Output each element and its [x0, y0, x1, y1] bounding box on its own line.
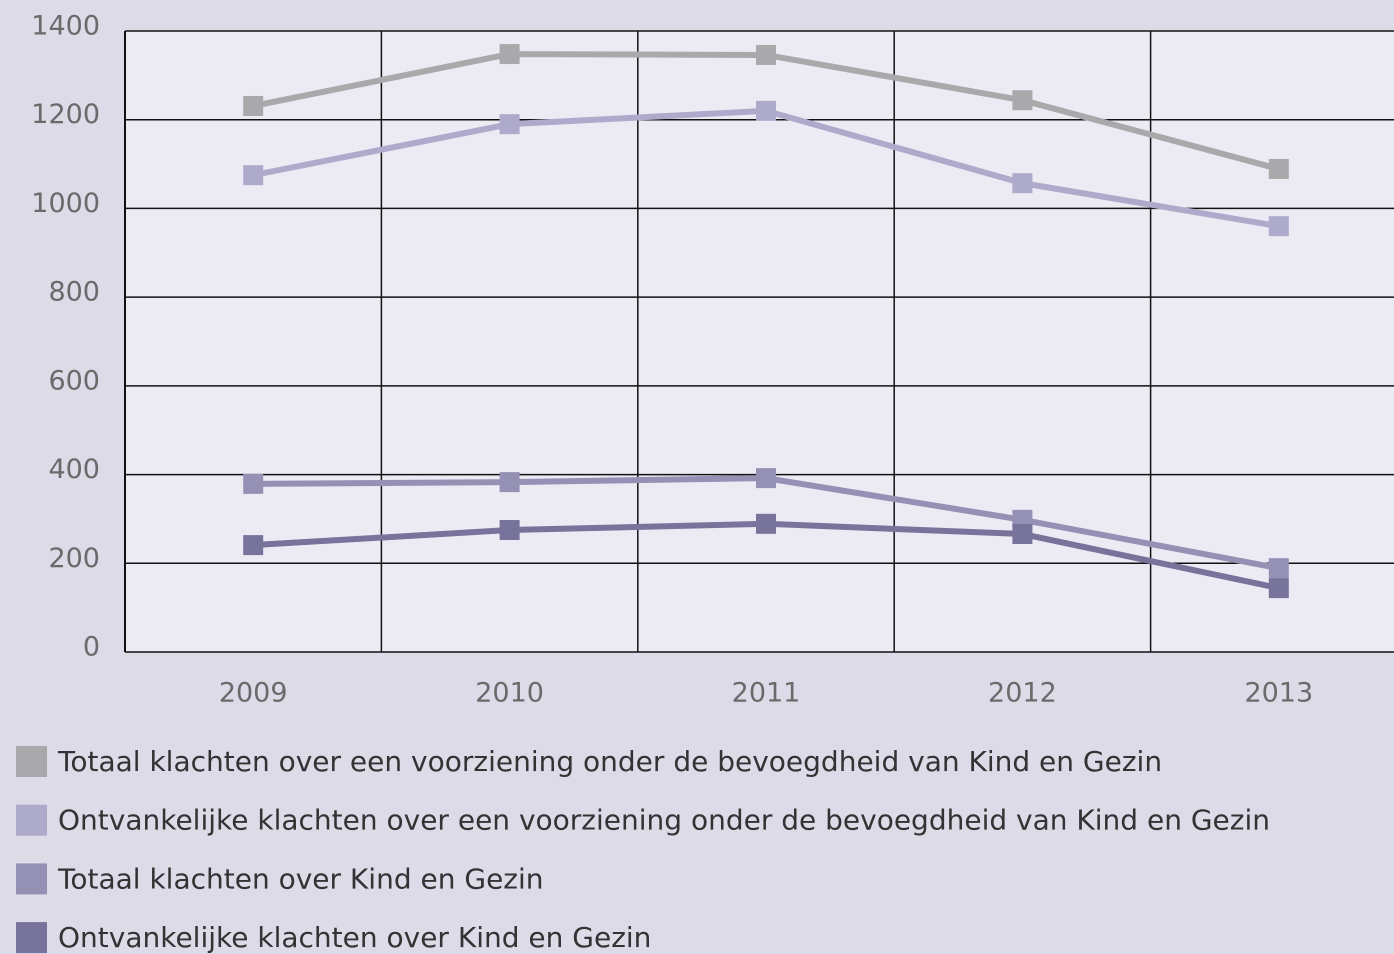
- point-marker: [499, 520, 520, 541]
- x-tick-label: 2009: [219, 678, 288, 709]
- y-tick-label: 1000: [31, 188, 100, 219]
- y-tick-label: 400: [48, 454, 100, 485]
- y-tick-label: 1400: [31, 11, 100, 42]
- point-marker: [756, 44, 776, 65]
- point-marker: [1268, 578, 1289, 599]
- point-marker: [1268, 216, 1289, 237]
- point-marker: [243, 535, 264, 556]
- point-marker: [1268, 158, 1289, 179]
- legend-label: Totaal klachten over Kind en Gezin: [57, 862, 544, 895]
- point-marker: [1012, 90, 1033, 111]
- point-marker: [756, 513, 776, 534]
- legend-label: Ontvankelijke klachten over een voorzien…: [58, 804, 1270, 837]
- point-marker: [499, 114, 520, 135]
- x-tick-label: 2012: [988, 678, 1057, 709]
- legend-swatch: [16, 804, 47, 836]
- y-tick-label: 600: [48, 365, 100, 396]
- legend-swatch: [16, 922, 47, 954]
- point-marker: [1012, 524, 1033, 545]
- plot-area: [125, 31, 1394, 652]
- point-marker: [243, 473, 264, 494]
- point-marker: [499, 44, 520, 65]
- y-tick-label: 0: [83, 632, 100, 663]
- point-marker: [243, 165, 264, 186]
- legend-label: Ontvankelijke klachten over Kind en Gezi…: [58, 921, 651, 954]
- point-marker: [1268, 558, 1289, 579]
- legend-swatch: [16, 863, 47, 895]
- legend-label: Totaal klachten over een voorziening ond…: [57, 745, 1162, 778]
- y-tick-label: 800: [48, 277, 100, 308]
- x-tick-label: 2010: [475, 678, 544, 709]
- x-tick-label: 2013: [1244, 678, 1313, 709]
- x-tick-label: 2011: [732, 678, 801, 709]
- point-marker: [756, 468, 776, 489]
- legend-swatch: [16, 746, 47, 777]
- point-marker: [756, 100, 776, 121]
- point-marker: [499, 472, 520, 493]
- point-marker: [1012, 173, 1033, 194]
- y-tick-label: 200: [48, 543, 100, 574]
- point-marker: [243, 95, 264, 116]
- y-tick-label: 1200: [31, 99, 100, 130]
